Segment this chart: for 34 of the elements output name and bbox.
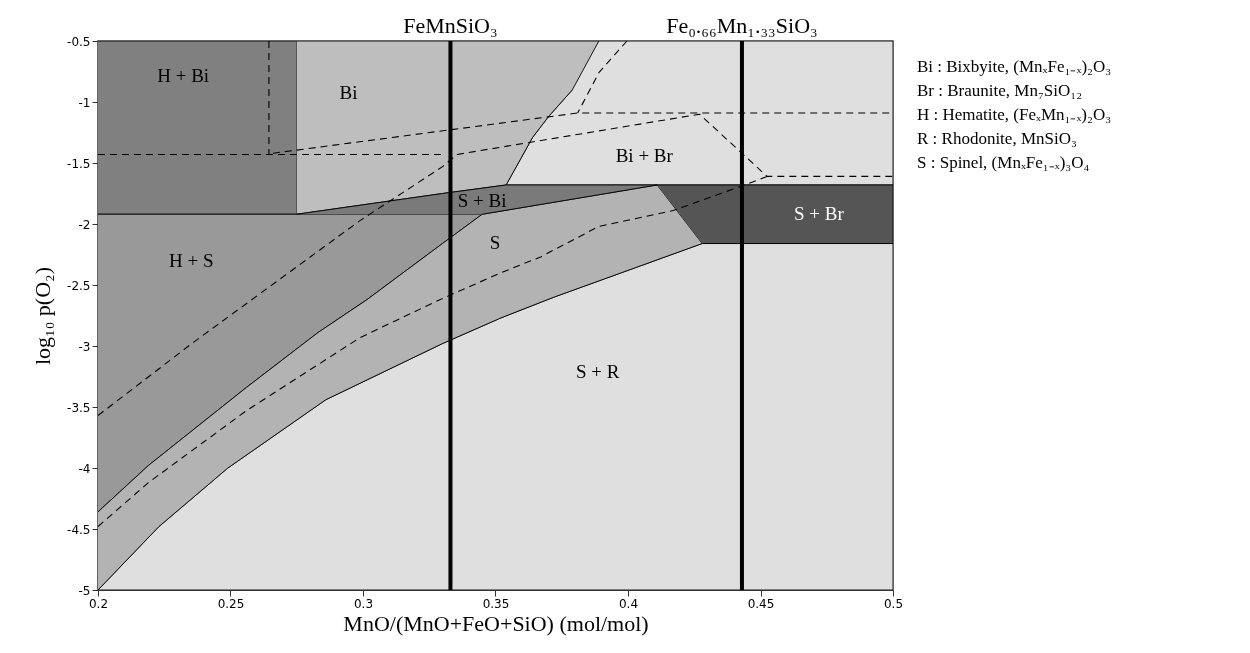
x-tick-label: 0.4	[618, 596, 639, 611]
y-tick-label: -5	[78, 583, 91, 598]
y-tick-label: -4	[78, 461, 91, 476]
text: R : Rhodonite, MnSiO₃	[917, 129, 1077, 148]
text: H : Hematite, (FeₓMn₁₋ₓ)₂O₃	[917, 105, 1112, 124]
y-axis-title: log₁₀ p(O₂)	[30, 266, 56, 366]
x-tick-label: 0.35	[482, 596, 510, 611]
series-label: S + R	[575, 361, 620, 383]
x-tick-label: 0.3	[353, 596, 374, 611]
text: Bi : Bixbyite, (MnₓFe₁₋ₓ)₂O₃	[917, 57, 1112, 76]
series-label: S + Bi	[457, 189, 507, 211]
series-label: S + Br	[793, 203, 845, 225]
y-tick-label: -1.5	[67, 156, 91, 171]
text: Br : Braunite, Mn₇SiO₁₂	[917, 81, 1083, 100]
ref-line-label: Fe₀.₆₆Mn₁.₃₃SiO₃	[666, 13, 818, 38]
x-tick-label: 0.45	[747, 596, 775, 611]
series-label: Bi	[339, 81, 358, 103]
text: S : Spinel, (MnₓFe₁₋ₓ)₃O₄	[917, 153, 1090, 172]
x-tick-label: 0.5	[883, 596, 904, 611]
x-tick-label: 0.2	[88, 596, 109, 611]
y-tick-label: -3	[78, 339, 91, 354]
x-tick-label: 0.25	[217, 596, 245, 611]
series-label: S	[489, 231, 501, 253]
y-tick-label: -3.5	[67, 400, 91, 415]
y-tick-label: -2	[78, 217, 91, 232]
y-tick-label: -1	[78, 95, 91, 110]
x-axis-title: MnO/(MnO+FeO+SiO) (mol/mol)	[343, 610, 649, 636]
series-label: Bi + Br	[615, 145, 674, 167]
y-tick-label: -2.5	[67, 278, 91, 293]
series-label: H + Bi	[157, 64, 210, 86]
y-tick-label: -4.5	[67, 522, 91, 537]
ref-line-label: FeMnSiO₃	[403, 13, 498, 38]
series-label: H + S	[169, 250, 214, 272]
y-tick-label: -0.5	[67, 34, 91, 49]
